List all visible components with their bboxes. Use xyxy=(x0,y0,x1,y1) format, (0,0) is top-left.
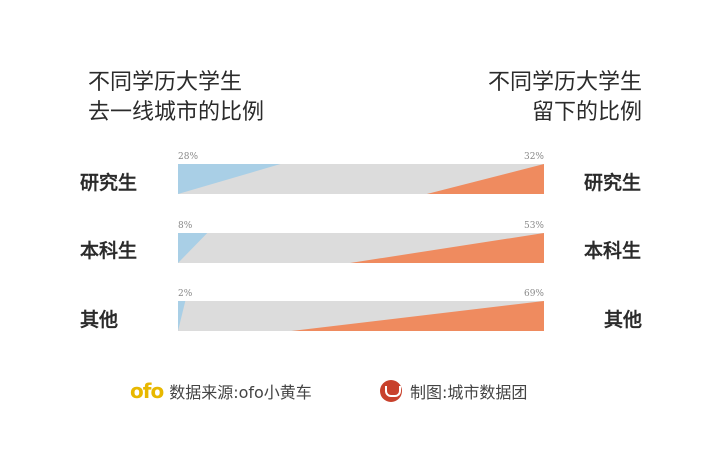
map-credit: 制图:城市数据团 xyxy=(380,376,527,406)
row-label-right-1: 本科生 xyxy=(584,240,642,262)
right-title: 不同学历大学生 留下的比例 xyxy=(488,68,642,128)
left-title-line1: 不同学历大学生 xyxy=(88,70,243,95)
value-label-go-0: 28% xyxy=(178,152,198,162)
value-label-go-2: 2% xyxy=(178,289,193,299)
left-title: 不同学历大学生 去一线城市的比例 xyxy=(88,68,264,128)
source-text: 数据来源:ofo小黄车 xyxy=(169,383,312,402)
chart: 28% 32% 8% 53% 2% 69% xyxy=(178,152,544,331)
value-label-go-1: 8% xyxy=(178,221,193,231)
row-label-left-1: 本科生 xyxy=(80,240,138,262)
value-label-stay-1: 53% xyxy=(524,221,544,231)
right-title-line1: 不同学历大学生 xyxy=(487,70,642,95)
ofo-logo-icon: ofo xyxy=(130,379,164,403)
bar-go-0 xyxy=(178,164,281,194)
city-data-logo-icon xyxy=(380,380,402,402)
bar-stay-0 xyxy=(426,164,544,194)
value-label-stay-2: 69% xyxy=(524,289,544,299)
footer: ofo 数据来源:ofo小黄车 制图:城市数据团 xyxy=(0,376,720,406)
bar-go-2 xyxy=(178,301,186,331)
row-label-left-2: 其他 xyxy=(80,309,119,331)
source-credit: ofo 数据来源:ofo小黄车 xyxy=(130,376,312,406)
row-label-right-0: 研究生 xyxy=(584,172,642,194)
bar-go-1 xyxy=(178,233,208,263)
row-label-left-0: 研究生 xyxy=(80,172,138,194)
bar-stay-2 xyxy=(291,301,544,331)
row-label-right-2: 其他 xyxy=(604,309,643,331)
value-label-stay-0: 32% xyxy=(524,152,544,162)
right-title-line2: 留下的比例 xyxy=(531,100,642,125)
credit-text: 制图:城市数据团 xyxy=(410,383,528,402)
bar-stay-1 xyxy=(350,233,544,263)
left-title-line2: 去一线城市的比例 xyxy=(88,100,265,125)
